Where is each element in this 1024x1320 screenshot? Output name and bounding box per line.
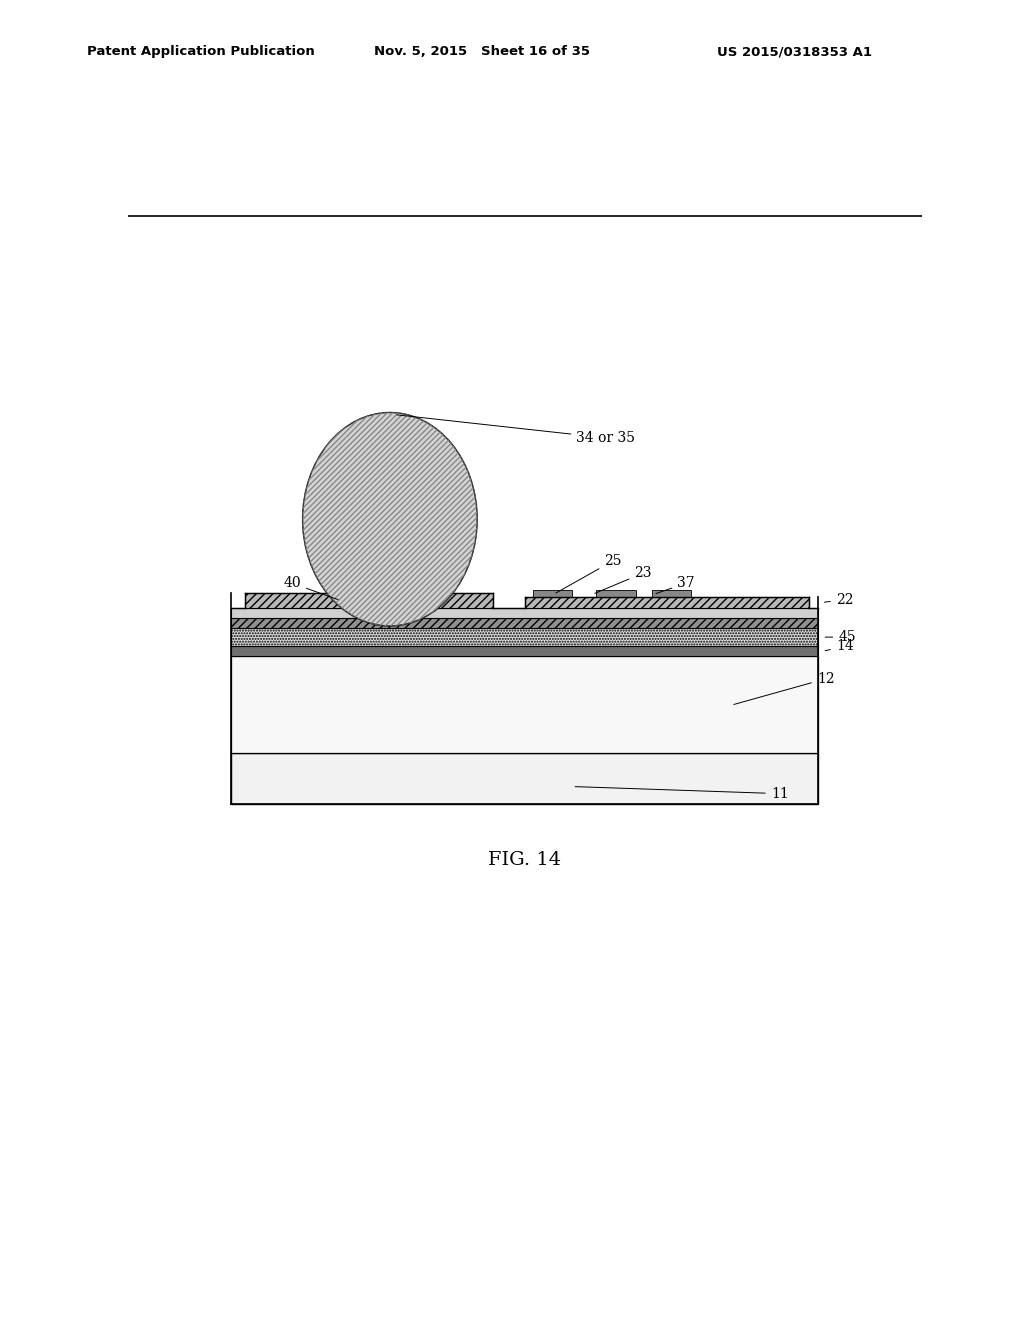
Text: FIG. 14: FIG. 14 [488,850,561,869]
Ellipse shape [303,412,477,626]
Bar [362,587,445,594]
Text: 45: 45 [825,630,856,644]
Bar [246,594,494,607]
Text: 22: 22 [824,593,853,606]
Bar [231,656,818,752]
Text: 11: 11 [575,787,788,801]
Bar [524,598,809,607]
Text: 14: 14 [825,639,854,653]
Text: 25: 25 [556,554,622,593]
Text: Patent Application Publication: Patent Application Publication [87,45,314,58]
Text: 40: 40 [284,577,338,599]
Bar [231,752,818,804]
Text: 23: 23 [595,566,652,594]
Bar [532,590,572,598]
Text: 37: 37 [656,577,695,594]
Bar [231,618,818,628]
Bar [596,590,636,598]
Text: US 2015/0318353 A1: US 2015/0318353 A1 [717,45,871,58]
Bar [652,590,691,598]
Text: 12: 12 [734,672,835,705]
Bar [231,647,818,656]
Text: 34 or 35: 34 or 35 [396,414,635,445]
Text: Nov. 5, 2015   Sheet 16 of 35: Nov. 5, 2015 Sheet 16 of 35 [374,45,590,58]
Bar [231,628,818,647]
Bar [231,607,818,618]
